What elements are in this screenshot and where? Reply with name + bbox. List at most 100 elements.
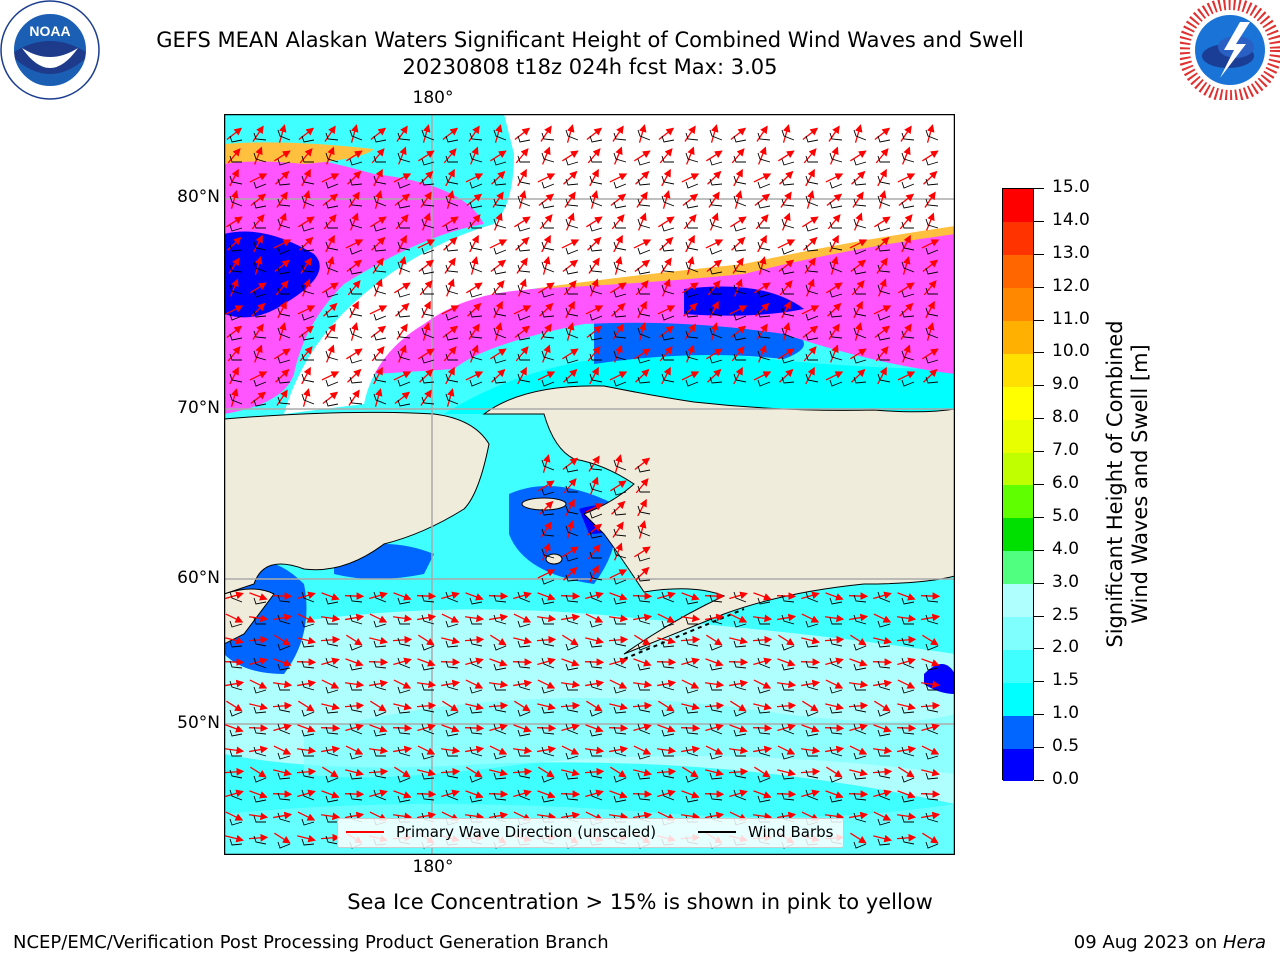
wind-barb	[445, 660, 459, 669]
colorbar-segment	[1003, 419, 1033, 453]
wind-barb	[349, 356, 363, 364]
wave-direction-arrow	[611, 214, 625, 230]
wave-direction-arrow	[514, 127, 531, 141]
wave-direction-arrow	[729, 789, 748, 798]
wind-barb	[301, 195, 315, 207]
wave-direction-arrow	[369, 789, 388, 798]
wave-direction-arrow	[302, 388, 311, 407]
wind-barb	[541, 657, 555, 669]
wave-direction-arrow	[374, 388, 383, 407]
wind-barb	[493, 703, 507, 713]
wave-direction-arrow	[686, 146, 695, 165]
wave-direction-arrow	[370, 700, 387, 712]
wave-direction-arrow	[225, 636, 244, 645]
wave-direction-arrow	[824, 635, 845, 644]
wave-direction-arrow	[326, 256, 335, 275]
wind-barb	[565, 505, 579, 515]
wind-barb	[493, 158, 507, 166]
wave-direction-arrow	[921, 239, 940, 249]
wave-direction-arrow	[273, 768, 292, 777]
colorbar-tick-mark	[1034, 615, 1044, 617]
colorbar-tick-label: 5.0	[1052, 505, 1080, 526]
wave-direction-arrow	[512, 767, 533, 776]
wave-direction-arrow	[921, 658, 940, 667]
wind-barb	[901, 201, 915, 209]
wind-barb	[925, 158, 939, 166]
wave-direction-arrow	[562, 150, 579, 162]
wind-barb	[229, 353, 242, 361]
wave-direction-arrow	[227, 346, 241, 362]
wind-barb	[349, 307, 363, 317]
latitude-label-80: 80°N	[177, 187, 220, 207]
wind-barb	[541, 350, 555, 361]
wave-direction-arrow	[249, 592, 268, 601]
wave-direction-arrow	[658, 700, 675, 712]
wave-direction-arrow	[612, 521, 624, 538]
wave-direction-arrow	[830, 146, 839, 165]
wave-direction-arrow	[465, 657, 484, 666]
wind-barb	[637, 703, 651, 713]
wind-barb	[613, 686, 627, 694]
wave-direction-arrow	[589, 366, 599, 385]
wave-direction-arrow	[900, 323, 912, 340]
wind-barb	[253, 201, 267, 209]
wave-direction-arrow	[612, 323, 624, 340]
wind-barb	[613, 637, 627, 647]
wind-barb	[541, 181, 555, 189]
wind-barb	[901, 746, 915, 757]
wave-direction-arrow	[872, 746, 893, 755]
wave-direction-arrow	[802, 216, 819, 228]
wind-barb	[829, 241, 843, 251]
wind-barb	[565, 198, 579, 207]
wind-barb	[853, 841, 867, 849]
wind-barb	[349, 396, 363, 405]
wind-barb	[541, 241, 555, 251]
wind-barb	[709, 327, 723, 339]
wind-barb	[541, 508, 555, 516]
wind-barb	[901, 350, 915, 361]
wind-barb	[301, 660, 315, 669]
wave-direction-arrow	[608, 635, 629, 644]
wind-barb	[445, 749, 458, 757]
wind-barb	[637, 772, 651, 780]
wind-barb	[325, 330, 339, 339]
wind-barb	[421, 247, 435, 255]
wind-barb	[613, 706, 627, 714]
wind-barb	[469, 330, 483, 339]
wave-direction-arrow	[898, 766, 915, 778]
wind-barb	[757, 310, 771, 318]
wave-direction-arrow	[896, 614, 917, 623]
wave-direction-arrow	[803, 346, 817, 362]
wave-direction-arrow	[683, 302, 698, 317]
wind-barb	[253, 686, 267, 694]
wave-direction-arrow	[825, 790, 844, 799]
wind-barb	[589, 284, 603, 295]
wave-direction-arrow	[853, 300, 863, 319]
wind-barb	[325, 815, 338, 823]
wind-barb	[301, 224, 315, 232]
wind-barb	[469, 350, 483, 361]
wave-direction-arrow	[634, 150, 651, 162]
wave-direction-arrow	[512, 658, 533, 666]
wind-barb	[781, 723, 795, 735]
wave-direction-arrow	[369, 636, 388, 645]
wind-barb	[925, 841, 939, 849]
wave-direction-arrow	[322, 193, 339, 207]
wave-direction-arrow	[900, 125, 912, 142]
wind-barb	[397, 310, 411, 318]
wave-direction-arrow	[224, 746, 245, 755]
wave-direction-arrow	[926, 212, 935, 231]
wind-barb	[877, 373, 891, 383]
wind-barb	[661, 373, 675, 383]
wave-direction-arrow	[420, 191, 432, 208]
wind-barb	[493, 723, 507, 735]
wind-barb	[613, 508, 627, 516]
wind-barb	[661, 135, 675, 143]
wind-barb	[565, 594, 579, 603]
wave-direction-arrow	[776, 701, 797, 710]
wave-direction-arrow	[370, 325, 387, 339]
wind-barb	[541, 330, 555, 339]
wind-barb	[805, 155, 818, 163]
wind-barb	[541, 637, 555, 647]
wind-barb	[685, 686, 699, 694]
